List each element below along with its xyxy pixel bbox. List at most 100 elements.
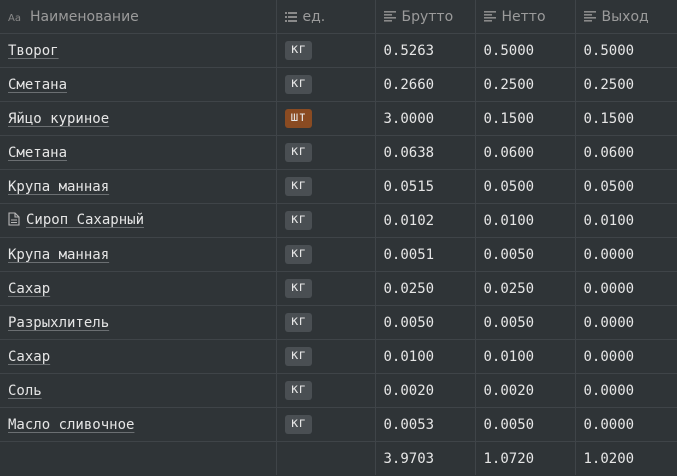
- name-cell: Сметана: [0, 67, 277, 102]
- unit-cell[interactable]: кг: [276, 135, 376, 170]
- totals-unit-cell: [276, 441, 376, 475]
- netto-cell[interactable]: 0.1500: [475, 101, 576, 136]
- item-name-link[interactable]: Творог: [8, 42, 59, 59]
- column-header-brutto-label: Брутто: [401, 8, 454, 25]
- unit-cell[interactable]: кг: [276, 271, 376, 306]
- output-cell[interactable]: 0.0000: [575, 305, 677, 340]
- output-cell[interactable]: 0.0100: [575, 203, 677, 238]
- item-name-link[interactable]: Яйцо куриное: [8, 110, 110, 127]
- unit-cell[interactable]: кг: [276, 237, 376, 272]
- column-header-brutto[interactable]: Брутто: [375, 0, 476, 34]
- netto-cell[interactable]: 0.0050: [475, 237, 576, 272]
- column-header-unit[interactable]: ед.: [276, 0, 376, 34]
- output-cell[interactable]: 0.0000: [575, 373, 677, 408]
- column-header-name[interactable]: Aa Наименование: [0, 0, 277, 34]
- unit-badge: кг: [284, 211, 313, 230]
- unit-badge: кг: [284, 381, 313, 400]
- column-header-output[interactable]: Выход: [575, 0, 677, 34]
- unit-cell[interactable]: кг: [276, 169, 376, 204]
- column-header-unit-label: ед.: [302, 8, 326, 25]
- name-cell: Сахар: [0, 271, 277, 306]
- totals-name-cell: [0, 441, 277, 475]
- brutto-cell[interactable]: 0.0100: [375, 339, 476, 374]
- unit-cell[interactable]: кг: [276, 33, 376, 68]
- output-cell[interactable]: 0.0000: [575, 237, 677, 272]
- table-row: Сахар кг 0.0250 0.0250 0.0000: [0, 271, 677, 306]
- name-cell: Крупа манная: [0, 169, 277, 204]
- item-name-link[interactable]: Соль: [8, 382, 42, 399]
- column-header-netto[interactable]: Нетто: [475, 0, 576, 34]
- netto-cell[interactable]: 0.0500: [475, 169, 576, 204]
- brutto-cell[interactable]: 0.0020: [375, 373, 476, 408]
- netto-cell[interactable]: 0.0250: [475, 271, 576, 306]
- unit-cell[interactable]: кг: [276, 407, 376, 442]
- brutto-cell[interactable]: 0.2660: [375, 67, 476, 102]
- table-row: Крупа манная кг 0.0515 0.0500 0.0500: [0, 169, 677, 204]
- unit-cell[interactable]: шт: [276, 101, 376, 136]
- column-header-output-label: Выход: [601, 8, 649, 25]
- item-name-link[interactable]: Разрыхлитель: [8, 314, 110, 331]
- item-name-link[interactable]: Сметана: [8, 144, 68, 161]
- total-output[interactable]: 1.0200: [583, 450, 635, 467]
- item-name-link[interactable]: Крупа манная: [8, 246, 110, 263]
- output-cell[interactable]: 0.0500: [575, 169, 677, 204]
- item-name-link[interactable]: Масло сливочное: [8, 416, 135, 433]
- netto-cell[interactable]: 0.0600: [475, 135, 576, 170]
- unit-badge: кг: [284, 347, 313, 366]
- unit-badge: кг: [284, 245, 313, 264]
- name-cell: Масло сливочное: [0, 407, 277, 442]
- brutto-cell[interactable]: 0.5263: [375, 33, 476, 68]
- table-row: Сметана кг 0.0638 0.0600 0.0600: [0, 135, 677, 170]
- netto-cell[interactable]: 0.0100: [475, 203, 576, 238]
- name-cell: Творог: [0, 33, 277, 68]
- unit-badge: кг: [284, 279, 313, 298]
- brutto-cell[interactable]: 0.0102: [375, 203, 476, 238]
- unit-badge: кг: [284, 313, 313, 332]
- table-row: Разрыхлитель кг 0.0050 0.0050 0.0000: [0, 305, 677, 340]
- unit-cell[interactable]: кг: [276, 373, 376, 408]
- output-cell[interactable]: 0.0000: [575, 271, 677, 306]
- output-cell[interactable]: 0.0600: [575, 135, 677, 170]
- brutto-cell[interactable]: 0.0638: [375, 135, 476, 170]
- totals-row: 3.9703 1.0720 1.0200: [0, 441, 677, 475]
- text-type-icon: Aa: [8, 11, 24, 23]
- brutto-cell[interactable]: 0.0250: [375, 271, 476, 306]
- item-name-link[interactable]: Сметана: [8, 76, 68, 93]
- name-cell: Сметана: [0, 135, 277, 170]
- table-row: Крупа манная кг 0.0051 0.0050 0.0000: [0, 237, 677, 272]
- output-cell[interactable]: 0.0000: [575, 339, 677, 374]
- unit-cell[interactable]: кг: [276, 67, 376, 102]
- output-cell[interactable]: 0.5000: [575, 33, 677, 68]
- brutto-cell[interactable]: 3.0000: [375, 101, 476, 136]
- number-lines-icon: [383, 11, 396, 22]
- netto-cell[interactable]: 0.2500: [475, 67, 576, 102]
- unit-cell[interactable]: кг: [276, 339, 376, 374]
- name-cell: Разрыхлитель: [0, 305, 277, 340]
- unit-cell[interactable]: кг: [276, 203, 376, 238]
- svg-text:Aa: Aa: [8, 13, 21, 23]
- unit-badge: кг: [284, 143, 313, 162]
- netto-cell[interactable]: 0.0050: [475, 305, 576, 340]
- table-row: Масло сливочное кг 0.0053 0.0050 0.0000: [0, 407, 677, 442]
- total-brutto[interactable]: 3.9703: [375, 441, 476, 475]
- brutto-cell[interactable]: 0.0051: [375, 237, 476, 272]
- brutto-cell[interactable]: 0.0053: [375, 407, 476, 442]
- netto-cell[interactable]: 0.0100: [475, 339, 576, 374]
- output-cell[interactable]: 0.1500: [575, 101, 677, 136]
- table-row: Творог кг 0.5263 0.5000 0.5000: [0, 33, 677, 68]
- item-name-link[interactable]: Сироп Сахарный: [26, 211, 145, 228]
- column-header-netto-label: Нетто: [501, 8, 546, 25]
- brutto-cell[interactable]: 0.0515: [375, 169, 476, 204]
- output-cell[interactable]: 0.2500: [575, 67, 677, 102]
- total-netto[interactable]: 1.0720: [475, 441, 576, 475]
- netto-cell[interactable]: 0.0050: [475, 407, 576, 442]
- brutto-cell[interactable]: 0.0050: [375, 305, 476, 340]
- unit-cell[interactable]: кг: [276, 305, 376, 340]
- netto-cell[interactable]: 0.5000: [475, 33, 576, 68]
- item-name-link[interactable]: Крупа манная: [8, 178, 110, 195]
- output-cell[interactable]: 0.0000: [575, 407, 677, 442]
- document-icon: [8, 211, 20, 230]
- item-name-link[interactable]: Сахар: [8, 280, 51, 297]
- netto-cell[interactable]: 0.0020: [475, 373, 576, 408]
- item-name-link[interactable]: Сахар: [8, 348, 51, 365]
